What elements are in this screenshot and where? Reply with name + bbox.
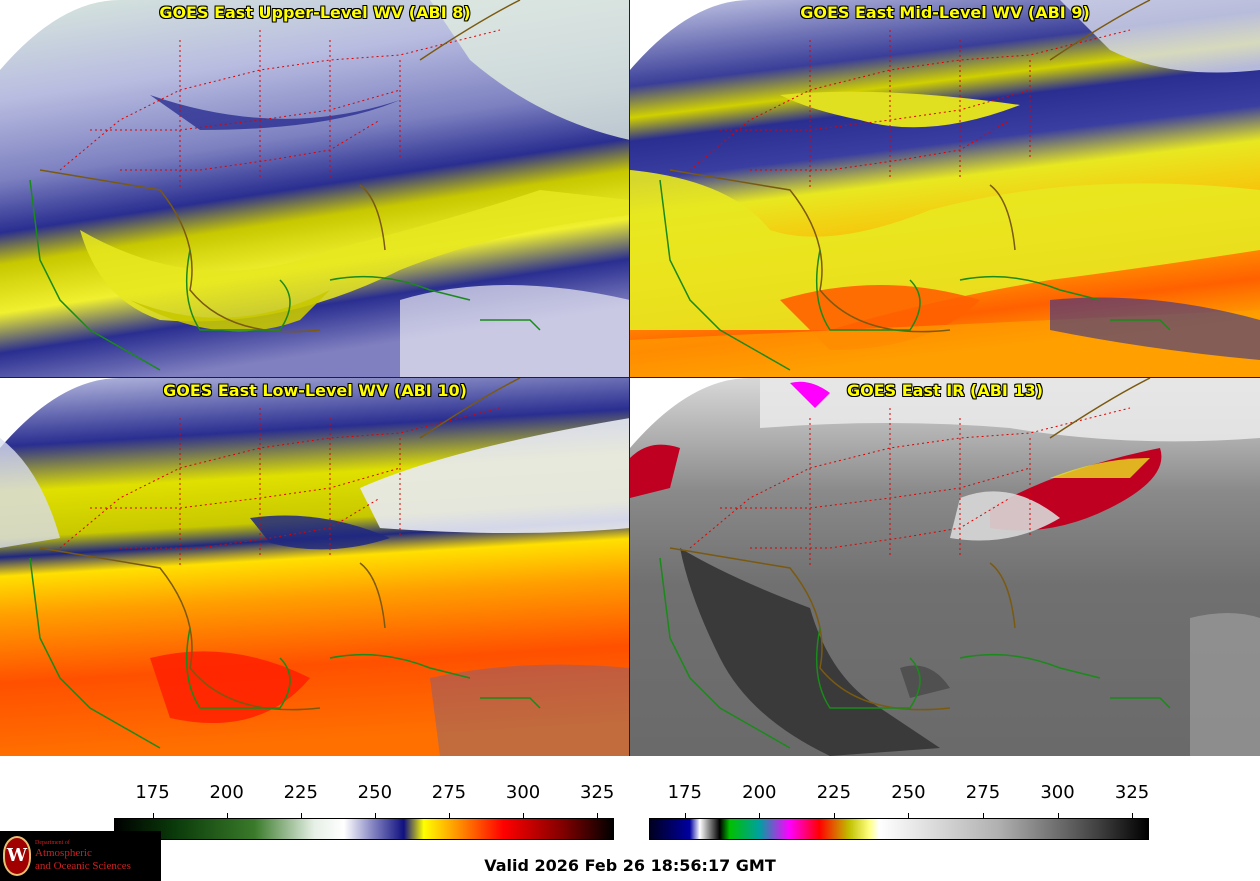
mid-level-wv-panel: GOES East Mid-Level WV (ABI 9) (630, 0, 1260, 378)
tick-mark (908, 813, 910, 818)
tick-mark (152, 813, 154, 818)
country-borders (669, 378, 1151, 711)
low-level-wv-panel: GOES East Low-Level WV (ABI 10) (0, 378, 630, 756)
state-borders (689, 29, 1131, 190)
tick-label: 250 (891, 782, 926, 803)
tick-label: 325 (1114, 782, 1150, 803)
tick-mark (1132, 813, 1134, 818)
panel-title: GOES East IR (ABI 13) (846, 381, 1044, 400)
country-borders (39, 378, 521, 711)
logo-line1: Atmospheric (35, 847, 92, 859)
aos-logo: W Department of Atmospheric and Oceanic … (0, 831, 161, 881)
tick-mark (1057, 813, 1059, 818)
panel-title: GOES East Low-Level WV (ABI 10) (163, 381, 467, 400)
tick-label: 300 (1040, 782, 1075, 803)
tick-label: 175 (135, 782, 170, 803)
ir-image (630, 378, 1260, 756)
panel-title: GOES East Upper-Level WV (ABI 8) (159, 3, 471, 22)
tick-label: 250 (357, 782, 393, 803)
upper-level-wv-image (0, 0, 630, 378)
valid-time: Valid 2026 Feb 26 18:56:17 GMT (484, 856, 776, 875)
coastlines (659, 179, 1171, 371)
tick-label: 225 (816, 782, 852, 803)
tick-mark (226, 813, 228, 818)
state-borders (59, 29, 501, 190)
logo-dept: Department of (35, 840, 70, 846)
tick-mark (597, 813, 599, 818)
panel-divider-horizontal (0, 377, 1260, 378)
tick-label: 325 (579, 782, 615, 803)
coastlines (29, 557, 541, 749)
uw-seal-icon: W (3, 836, 31, 876)
infrared-gradient (649, 818, 1149, 840)
country-borders (669, 0, 1151, 333)
logo-line2: and Oceanic Sciences (35, 860, 131, 872)
tick-mark (523, 813, 525, 818)
low-level-wv-image (0, 378, 630, 756)
ir-colorbar: 175 200 225 250 275 300 325 (649, 782, 1150, 842)
tick-mark (759, 813, 761, 818)
tick-label: 225 (283, 782, 318, 803)
panel-title: GOES East Mid-Level WV (ABI 9) (800, 3, 1090, 22)
water-vapor-gradient (114, 818, 614, 840)
ir-panel: GOES East IR (ABI 13) (630, 378, 1260, 756)
tick-label: 200 (209, 782, 244, 803)
tick-label: 175 (667, 782, 702, 803)
tick-mark (684, 813, 686, 818)
tick-label: 275 (965, 782, 1001, 803)
state-borders (59, 407, 501, 568)
mid-level-wv-image (630, 0, 1260, 378)
tick-mark (448, 813, 450, 818)
tick-label: 200 (742, 782, 777, 803)
tick-label: 275 (431, 782, 467, 803)
tick-mark (833, 813, 835, 818)
panel-divider-vertical (629, 0, 630, 756)
wv-colorbar: 175 200 225 250 275 300 325 (114, 782, 615, 842)
country-borders (39, 0, 521, 333)
tick-mark (982, 813, 984, 818)
tick-label: 300 (505, 782, 541, 803)
upper-level-wv-panel: GOES East Upper-Level WV (ABI 8) (0, 0, 630, 378)
coastlines (659, 557, 1171, 749)
state-borders (689, 407, 1131, 568)
tick-mark (300, 813, 302, 818)
tick-mark (374, 813, 376, 818)
coastlines (29, 179, 541, 371)
